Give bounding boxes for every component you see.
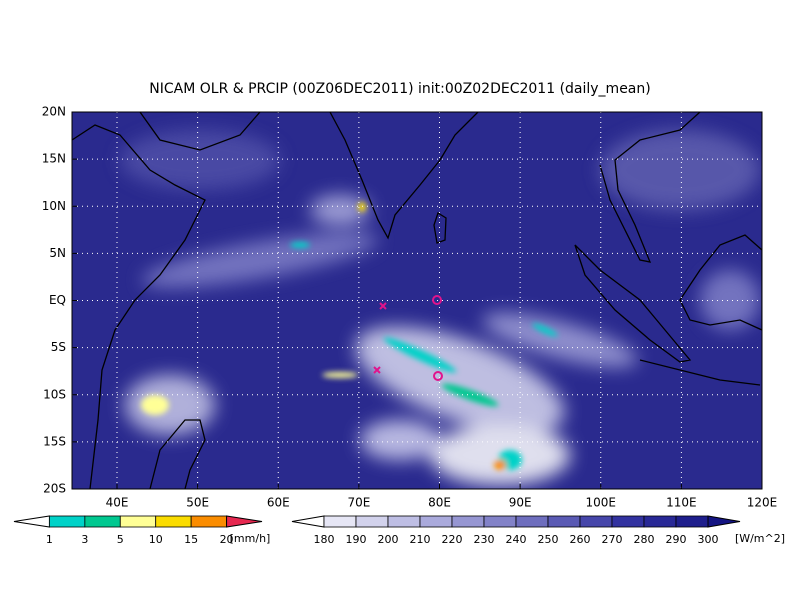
lat-label: 10S xyxy=(43,387,66,401)
lat-label: 15S xyxy=(43,434,66,448)
colorbar-swatch xyxy=(49,515,86,528)
colorbar-swatch xyxy=(119,515,157,528)
colorbar-unit: [W/m^2] xyxy=(735,532,785,545)
colorbar-label: 300 xyxy=(698,533,719,546)
colorbar-label: 270 xyxy=(602,533,623,546)
lon-label: 50E xyxy=(186,496,209,510)
colorbar-swatch xyxy=(155,515,192,528)
colorbar-label: 20 xyxy=(220,533,234,546)
colorbar-label: 200 xyxy=(378,533,399,546)
lat-label: 5N xyxy=(49,246,66,260)
lon-label: 120E xyxy=(747,496,778,510)
colorbar-label: 220 xyxy=(442,533,463,546)
axis-labels: 20N 15N 10N 5N EQ 5S 10S 15S 20S 40E 50E 60E 70E 80E 9… xyxy=(42,105,778,510)
colorbar-end xyxy=(13,515,50,528)
colorbar-swatch xyxy=(675,515,709,528)
lon-label: 110E xyxy=(666,496,697,510)
lat-label: EQ xyxy=(49,293,66,307)
lat-label: 10N xyxy=(42,199,66,213)
colorbar-swatch xyxy=(387,515,421,528)
colorbar-label: 280 xyxy=(634,533,655,546)
colorbar-end xyxy=(291,515,325,528)
colorbar-label: 180 xyxy=(314,533,335,546)
colorbar-label: 240 xyxy=(506,533,527,546)
grid xyxy=(72,112,762,489)
colorbar-swatch xyxy=(355,515,389,528)
colorbars: 1 3 5 10 15 20[mm/h] 180 190 200 210 220 230 240 250 2… xyxy=(13,515,785,546)
lat-label: 15N xyxy=(42,152,66,166)
lon-label: 80E xyxy=(428,496,451,510)
colorbar-label: 10 xyxy=(149,533,163,546)
colorbar-swatch xyxy=(611,515,645,528)
lon-label: 60E xyxy=(267,496,290,510)
colorbar-swatch xyxy=(84,515,121,528)
lon-label: 40E xyxy=(106,496,129,510)
colorbar-swatch xyxy=(515,515,549,528)
colorbar-swatch xyxy=(419,515,453,528)
lat-label: 20S xyxy=(43,482,66,496)
colorbar-end xyxy=(707,515,741,528)
lat-label: 20N xyxy=(42,105,66,119)
colorbar-label: 210 xyxy=(410,533,431,546)
colorbar-label: 3 xyxy=(81,533,88,546)
colorbar-swatch xyxy=(579,515,613,528)
lon-label: 90E xyxy=(509,496,532,510)
colorbar-swatch xyxy=(451,515,485,528)
title: NICAM OLR & PRCIP (00Z06DEC2011) init:00… xyxy=(149,81,650,97)
lon-label: 70E xyxy=(347,496,370,510)
lon-label: 100E xyxy=(586,496,617,510)
colorbar-swatch xyxy=(643,515,677,528)
lat-label: 5S xyxy=(51,340,66,354)
colorbar-swatch xyxy=(547,515,581,528)
colorbar-swatch xyxy=(323,515,357,528)
colorbar-label: 5 xyxy=(117,533,124,546)
colorbar-swatch xyxy=(483,515,517,528)
colorbar-label: 15 xyxy=(184,533,198,546)
colorbar-label: 290 xyxy=(666,533,687,546)
colorbar-label: 230 xyxy=(474,533,495,546)
colorbar-unit: [mm/h] xyxy=(230,532,271,545)
colorbar-label: 250 xyxy=(538,533,559,546)
colorbar-end xyxy=(226,515,263,528)
colorbar-swatch xyxy=(190,515,227,528)
colorbar-label: 1 xyxy=(46,533,53,546)
colorbar-label: 190 xyxy=(346,533,367,546)
map xyxy=(72,112,762,489)
colorbar-label: 260 xyxy=(570,533,591,546)
